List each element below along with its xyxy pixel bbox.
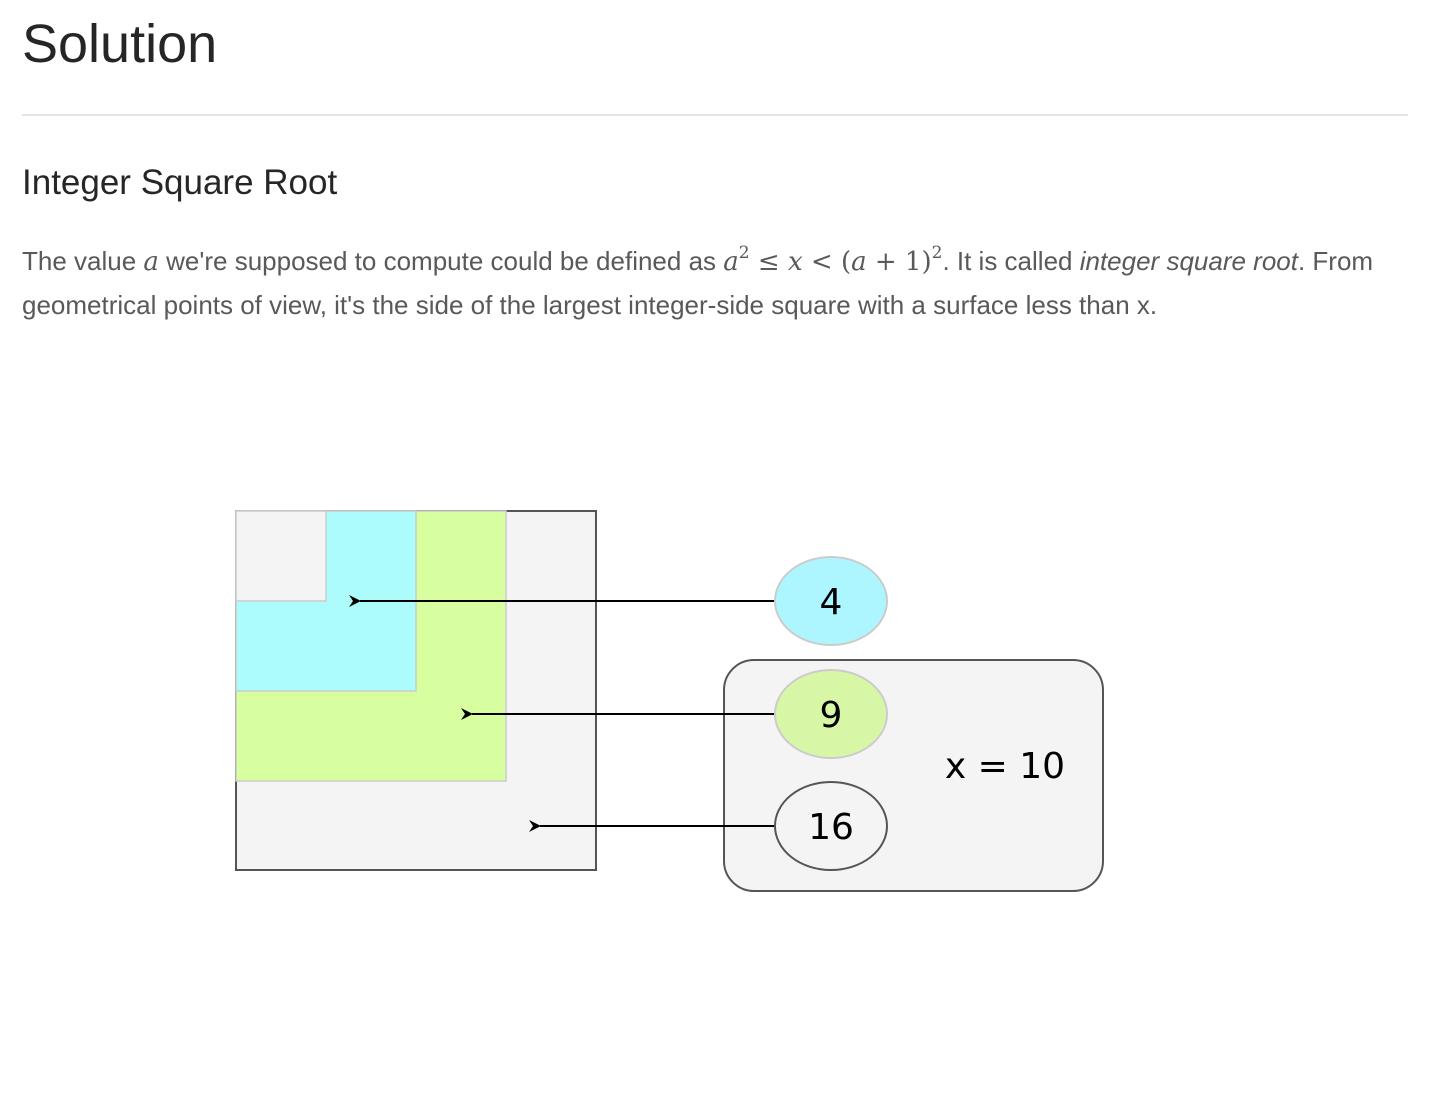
value-group-box: [723, 659, 1104, 892]
page-title: Solution: [22, 14, 218, 74]
label-9: 9: [820, 695, 843, 736]
ellipse-4: [774, 556, 888, 646]
math-variable-a: a: [143, 247, 159, 277]
square-1: [235, 510, 327, 602]
label-x-equals-10: x = 10: [945, 746, 1065, 787]
label-4: 4: [820, 582, 843, 623]
square-16: [235, 510, 597, 871]
square-4: [235, 510, 417, 692]
paragraph-text-3: . It is called: [942, 246, 1080, 276]
paragraph-text-2: we're supposed to compute could be defin…: [158, 246, 724, 276]
math-inequality: a2 ≤ x < (a + 1)2: [723, 243, 943, 278]
paragraph-text-4: . From geometrical points of view, it's …: [22, 246, 1374, 320]
ellipse-16: [774, 781, 888, 871]
ellipse-9: [774, 669, 888, 759]
label-16: 16: [808, 807, 854, 848]
integer-square-root-term: integer square root: [1079, 246, 1298, 276]
paragraph-text-1: The value: [22, 246, 144, 276]
section-heading: Integer Square Root: [22, 163, 338, 202]
square-9: [235, 510, 507, 782]
title-divider: [22, 114, 1408, 116]
intro-paragraph: The value a we're supposed to compute co…: [22, 240, 1417, 327]
